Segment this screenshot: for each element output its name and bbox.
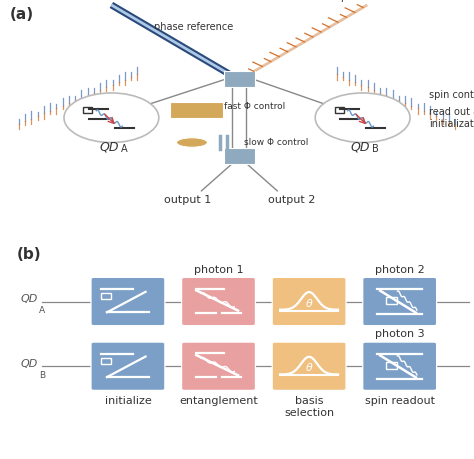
Text: A: A bbox=[39, 306, 45, 315]
FancyBboxPatch shape bbox=[91, 277, 165, 326]
Text: initialize: initialize bbox=[105, 397, 151, 406]
Circle shape bbox=[64, 93, 159, 142]
Text: B: B bbox=[372, 144, 379, 154]
Text: spin readout: spin readout bbox=[365, 397, 435, 406]
Text: (b): (b) bbox=[17, 246, 41, 262]
FancyBboxPatch shape bbox=[363, 277, 437, 326]
Text: QD: QD bbox=[21, 294, 38, 304]
FancyBboxPatch shape bbox=[272, 277, 346, 326]
Text: QD: QD bbox=[99, 140, 119, 154]
FancyBboxPatch shape bbox=[91, 342, 165, 391]
Text: entanglement: entanglement bbox=[179, 397, 258, 406]
Text: phase reference: phase reference bbox=[154, 22, 234, 32]
Circle shape bbox=[315, 93, 410, 142]
FancyBboxPatch shape bbox=[224, 148, 255, 164]
Text: $\theta$: $\theta$ bbox=[305, 297, 313, 308]
Text: photon 3: photon 3 bbox=[375, 329, 425, 339]
FancyBboxPatch shape bbox=[182, 277, 255, 326]
Text: QD: QD bbox=[21, 358, 38, 369]
Text: fast Φ control: fast Φ control bbox=[224, 102, 285, 111]
Text: A: A bbox=[121, 144, 128, 154]
Text: entanglement
pulse: entanglement pulse bbox=[319, 0, 388, 2]
Text: QD: QD bbox=[350, 140, 370, 154]
FancyBboxPatch shape bbox=[272, 342, 346, 391]
Text: output 1: output 1 bbox=[164, 195, 211, 205]
Text: (a): (a) bbox=[9, 7, 34, 22]
Text: basis
selection: basis selection bbox=[284, 397, 334, 418]
Text: read out and
initialization: read out and initialization bbox=[429, 107, 474, 129]
Text: B: B bbox=[39, 371, 45, 380]
Text: $\theta$: $\theta$ bbox=[305, 361, 313, 373]
Text: photon 1: photon 1 bbox=[194, 264, 243, 274]
Text: photon 2: photon 2 bbox=[375, 264, 425, 274]
FancyBboxPatch shape bbox=[363, 342, 437, 391]
FancyBboxPatch shape bbox=[224, 72, 255, 87]
Text: slow Φ control: slow Φ control bbox=[244, 138, 309, 147]
Text: output 2: output 2 bbox=[268, 195, 315, 205]
FancyBboxPatch shape bbox=[170, 102, 223, 118]
Ellipse shape bbox=[176, 138, 208, 147]
Text: spin control: spin control bbox=[429, 90, 474, 101]
FancyBboxPatch shape bbox=[182, 342, 255, 391]
